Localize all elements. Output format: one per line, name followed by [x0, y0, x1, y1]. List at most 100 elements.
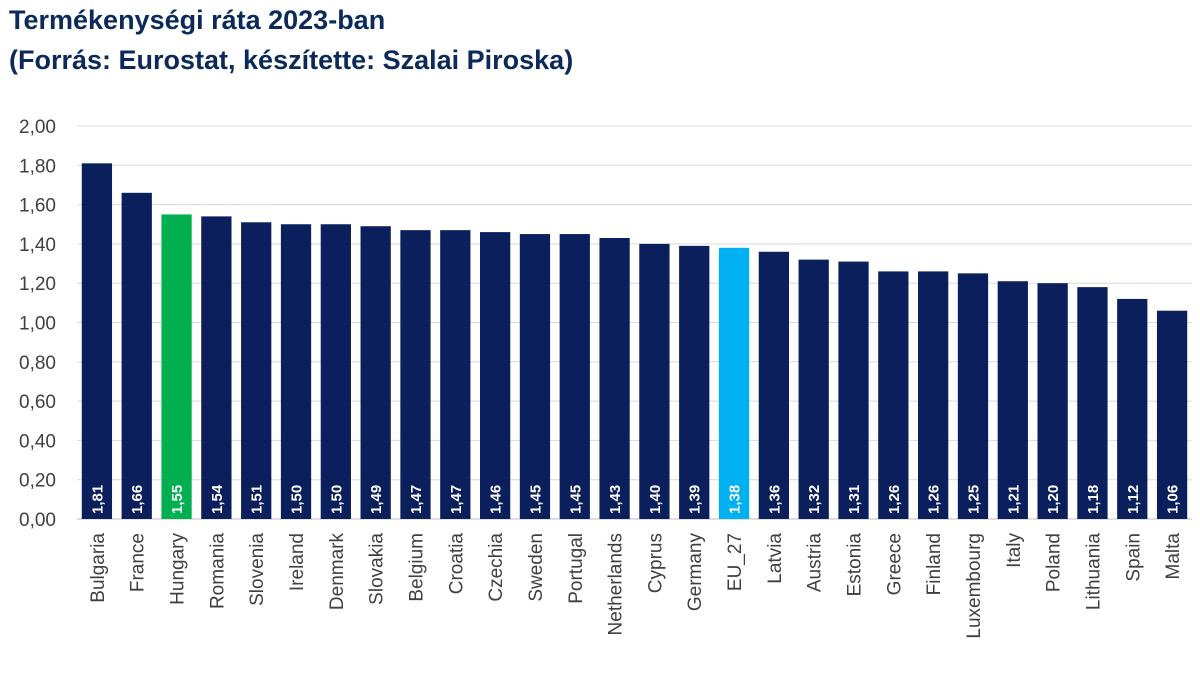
- x-tick-label: Austria: [805, 533, 826, 593]
- x-tick-label: Ireland: [287, 533, 308, 591]
- bar-belgium: [400, 230, 431, 519]
- bar-austria: [798, 259, 829, 519]
- data-label: 1,26: [886, 485, 903, 514]
- bar-poland: [1037, 283, 1068, 519]
- bar-luxembourg: [957, 273, 989, 519]
- data-labels: 1,81 1,66 1,55 1,54 1,51 1,50 1,50 1,49 1,47 1,47…: [89, 484, 1181, 514]
- data-label: 1,50: [328, 485, 345, 514]
- y-tick-label: 1,00: [19, 314, 56, 335]
- x-tick-label: Slovenia: [247, 533, 268, 606]
- bar-eu-27: [718, 247, 750, 519]
- data-label: 1,45: [567, 485, 584, 514]
- y-tick-label: 0,00: [19, 510, 56, 531]
- data-label: 1,46: [488, 485, 505, 514]
- data-label: 1,32: [806, 485, 823, 514]
- y-axis-ticks: 0,00 0,20 0,40 0,60 0,80 1,00 1,20 1,40 1,60 1,80…: [19, 117, 56, 531]
- x-tick-label: Denmark: [327, 533, 348, 611]
- x-tick-label: Greece: [884, 533, 905, 595]
- x-tick-label: Romania: [207, 533, 228, 609]
- bar-greece: [878, 271, 909, 519]
- x-tick-label: Netherlands: [606, 533, 627, 635]
- y-tick-label: 0,60: [19, 392, 56, 413]
- data-label: 1,25: [965, 485, 982, 514]
- x-tick-label: Latvia: [765, 533, 786, 584]
- x-tick-label: Slovakia: [367, 533, 388, 605]
- x-tick-label: Portugal: [566, 533, 587, 604]
- data-label: 1,39: [687, 485, 704, 514]
- bar-germany: [679, 245, 710, 520]
- bar-slovakia: [360, 226, 391, 519]
- y-tick-label: 1,40: [19, 235, 56, 256]
- x-tick-label: Estonia: [845, 533, 866, 597]
- x-tick-label: Spain: [1123, 533, 1144, 582]
- bar-netherlands: [599, 238, 630, 519]
- x-tick-label: Germany: [685, 533, 706, 612]
- bars: [81, 163, 1188, 520]
- bar-romania: [201, 216, 232, 519]
- bar-cyprus: [639, 243, 670, 519]
- bar-denmark: [320, 224, 351, 519]
- x-tick-label: Belgium: [406, 533, 427, 602]
- x-tick-label: France: [128, 533, 149, 592]
- bar-hungary: [161, 214, 192, 520]
- x-tick-label: Lithuania: [1083, 533, 1104, 611]
- x-tick-label: Italy: [1004, 533, 1025, 568]
- bar-slovenia: [241, 222, 272, 519]
- bar-portugal: [559, 234, 590, 519]
- x-tick-label: Poland: [1044, 533, 1065, 592]
- x-tick-label: Czechia: [486, 533, 507, 602]
- data-label: 1,20: [1045, 485, 1062, 514]
- bar-france: [121, 192, 152, 519]
- data-label: 1,31: [846, 485, 863, 514]
- data-label: 1,36: [766, 485, 783, 514]
- data-label: 1,49: [368, 485, 385, 514]
- y-tick-label: 2,00: [19, 117, 56, 138]
- data-label: 1,55: [169, 485, 186, 514]
- y-tick-label: 0,20: [19, 471, 56, 492]
- x-tick-label: Sweden: [526, 533, 547, 602]
- x-tick-label: EU_27: [725, 533, 746, 591]
- y-tick-label: 1,80: [19, 156, 56, 177]
- x-tick-label: Luxembourg: [964, 533, 985, 639]
- x-tick-label: Cyprus: [645, 533, 666, 593]
- data-label: 1,45: [527, 485, 544, 514]
- x-tick-label: Finland: [924, 533, 945, 595]
- bar-czechia: [479, 232, 511, 520]
- data-label: 1,12: [1125, 485, 1142, 514]
- data-label: 1,47: [408, 485, 425, 514]
- data-label: 1,38: [727, 485, 744, 514]
- bar-finland: [918, 271, 949, 519]
- chart-title: Termékenységi ráta 2023-ban: [9, 5, 386, 35]
- bar-italy: [997, 281, 1028, 519]
- y-tick-label: 0,40: [19, 431, 56, 452]
- data-label: 1,18: [1085, 485, 1102, 514]
- bar-ireland: [280, 224, 312, 519]
- bar-malta: [1156, 310, 1188, 519]
- x-tick-label: Hungary: [168, 533, 189, 605]
- data-label: 1,81: [89, 485, 106, 514]
- bar-croatia: [440, 230, 471, 519]
- bar-lithuania: [1077, 287, 1108, 519]
- x-tick-label: Malta: [1163, 533, 1184, 580]
- data-label: 1,40: [647, 485, 664, 514]
- data-label: 1,06: [1165, 485, 1182, 514]
- data-label: 1,50: [289, 485, 306, 514]
- bar-sweden: [519, 234, 551, 519]
- bar-bulgaria: [81, 163, 113, 519]
- bar-estonia: [838, 261, 869, 519]
- y-tick-label: 0,80: [19, 353, 56, 374]
- x-axis-ticks: Bulgaria France Hungary Romania Slovenia Irel…: [88, 533, 1184, 639]
- data-label: 1,54: [209, 484, 226, 514]
- y-tick-label: 1,60: [19, 196, 56, 217]
- chart-subtitle: (Forrás: Eurostat, készítette: Szalai Pi…: [9, 45, 574, 75]
- x-tick-label: Croatia: [446, 533, 467, 595]
- x-tick-label: Bulgaria: [88, 533, 109, 603]
- data-label: 1,21: [1005, 485, 1022, 514]
- y-tick-label: 1,20: [19, 274, 56, 295]
- data-label: 1,47: [448, 485, 465, 514]
- data-label: 1,43: [607, 485, 624, 514]
- data-label: 1,26: [926, 485, 943, 514]
- data-label: 1,51: [249, 485, 266, 514]
- bar-latvia: [758, 251, 790, 519]
